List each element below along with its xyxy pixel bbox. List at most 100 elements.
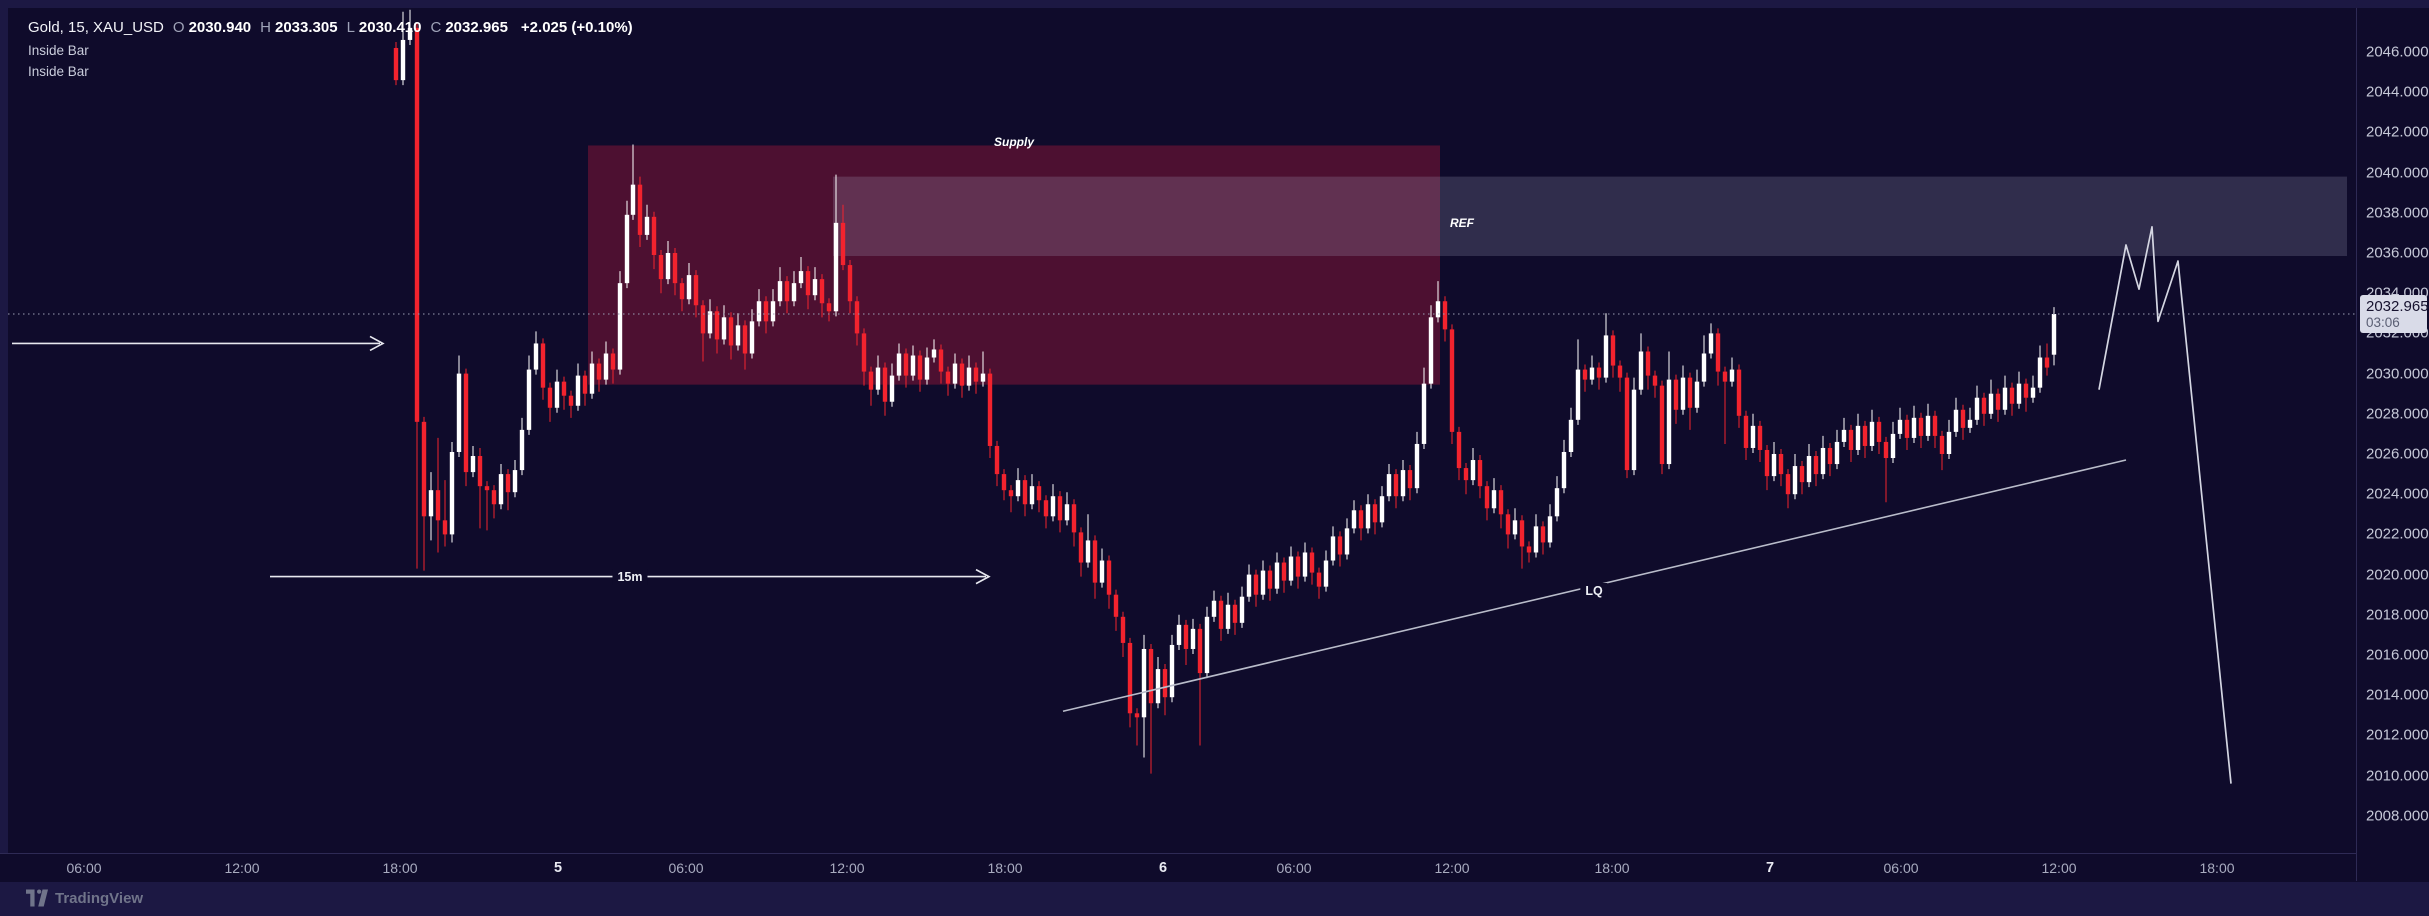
- candle: [1141, 648, 1147, 718]
- candle: [1435, 301, 1441, 318]
- change-value: +2.025 (+0.10%): [520, 19, 633, 36]
- candle: [470, 456, 476, 473]
- chart-pane[interactable]: Gold, 15, XAU_USD O 2030.940 H 2033.305 …: [8, 8, 2356, 853]
- candle: [1652, 375, 1658, 386]
- candle: [1862, 425, 1868, 446]
- candle: [1568, 419, 1574, 452]
- symbol-title[interactable]: Gold, 15, XAU_USD: [28, 19, 164, 36]
- candle: [1456, 431, 1462, 469]
- fifteen-min-arrow-label[interactable]: 15m: [612, 568, 648, 585]
- candle: [2002, 387, 2008, 410]
- candle: [603, 353, 609, 380]
- candle: [1449, 329, 1455, 432]
- ref-zone[interactable]: [833, 176, 2347, 257]
- candle: [1407, 470, 1413, 489]
- candle: [1687, 377, 1693, 408]
- price-axis-label: 2038.000: [2366, 204, 2429, 222]
- candle: [1526, 546, 1532, 553]
- lq-trendline-label[interactable]: LQ: [1580, 582, 1608, 599]
- price-axis-label: 2018.000: [2366, 606, 2429, 624]
- candle: [770, 301, 776, 322]
- projection-path[interactable]: [2098, 226, 2232, 784]
- candle: [854, 301, 860, 334]
- candle: [896, 353, 902, 376]
- candle: [952, 363, 958, 384]
- ohlc-row: Gold, 15, XAU_USD O 2030.940 H 2033.305 …: [28, 16, 633, 40]
- candle: [1806, 456, 1812, 483]
- candle: [1764, 449, 1770, 477]
- candle: [1099, 560, 1105, 583]
- candle: [1414, 443, 1420, 489]
- candle: [1078, 532, 1084, 563]
- candle: [763, 301, 769, 322]
- candle: [2037, 357, 2043, 388]
- candle: [644, 216, 650, 235]
- ref-zone-label[interactable]: REF: [1450, 216, 1474, 230]
- price-axis[interactable]: 2032.965 03:06 2046.000 2044.000 2042.000 2…: [2356, 8, 2429, 881]
- candle: [1617, 365, 1623, 378]
- candle: [1225, 604, 1231, 629]
- supply-zone-label[interactable]: Supply: [993, 135, 1035, 149]
- candle: [1960, 409, 1966, 428]
- candle: [1883, 441, 1889, 459]
- candle: [1869, 421, 1875, 446]
- candle: [428, 490, 434, 517]
- indicator-label-inside-bar[interactable]: Inside Bar: [28, 64, 89, 79]
- candle: [2030, 387, 2036, 398]
- candle: [1001, 474, 1007, 491]
- candle: [924, 357, 930, 380]
- candle: [1736, 369, 1742, 416]
- candle: [1323, 560, 1329, 587]
- close-value: 2032.965: [445, 19, 508, 36]
- candle: [1463, 468, 1469, 481]
- candle: [994, 445, 1000, 475]
- candle: [1386, 474, 1392, 497]
- time-axis-label: 06:00: [668, 860, 704, 876]
- time-axis-day-label: 5: [553, 860, 563, 876]
- candle: [1442, 301, 1448, 330]
- price-axis-label: 2026.000: [2366, 445, 2429, 463]
- candle: [658, 255, 664, 280]
- price-badge: 2032.965 03:06: [2360, 295, 2429, 333]
- price-axis-label: 2016.000: [2366, 646, 2429, 664]
- candle: [1274, 562, 1280, 589]
- candle: [2023, 383, 2029, 398]
- candle: [624, 214, 630, 284]
- candle: [1120, 616, 1126, 643]
- time-axis-label: 06:00: [66, 860, 102, 876]
- candle: [1995, 393, 2001, 410]
- candle: [1589, 367, 1595, 380]
- candle: [1666, 379, 1672, 465]
- candle: [1596, 367, 1602, 378]
- price-axis-label: 2012.000: [2366, 726, 2429, 744]
- candle: [414, 27, 420, 422]
- tradingview-logo-icon: [26, 889, 48, 907]
- candle: [756, 301, 762, 322]
- tradingview-logo[interactable]: TradingView: [26, 889, 143, 907]
- price-axis-label: 2014.000: [2366, 686, 2429, 704]
- candle: [1148, 648, 1154, 704]
- time-axis-label: 12:00: [224, 860, 260, 876]
- indicator-label-inside-bar[interactable]: Inside Bar: [28, 43, 89, 58]
- time-axis[interactable]: 06:00 12:00 18:00 5 06:00 12:00 18:00 6 06:00 12:…: [0, 853, 2429, 882]
- candle: [1638, 351, 1644, 390]
- candle: [1379, 496, 1385, 523]
- candle: [2051, 314, 2057, 355]
- candle: [980, 373, 986, 382]
- candle: [1337, 536, 1343, 555]
- price-axis-label: 2042.000: [2366, 123, 2429, 141]
- candle: [1904, 419, 1910, 438]
- candle: [1428, 317, 1434, 384]
- candle: [1029, 486, 1035, 505]
- candle: [589, 363, 595, 394]
- candle: [1575, 369, 1581, 420]
- candle: [1267, 570, 1273, 589]
- candle: [491, 490, 497, 505]
- candle: [1106, 560, 1112, 595]
- candle: [1512, 520, 1518, 535]
- candle: [1211, 600, 1217, 617]
- candle: [505, 474, 511, 493]
- candle: [1911, 417, 1917, 438]
- candle: [1827, 447, 1833, 465]
- candle: [1484, 486, 1490, 509]
